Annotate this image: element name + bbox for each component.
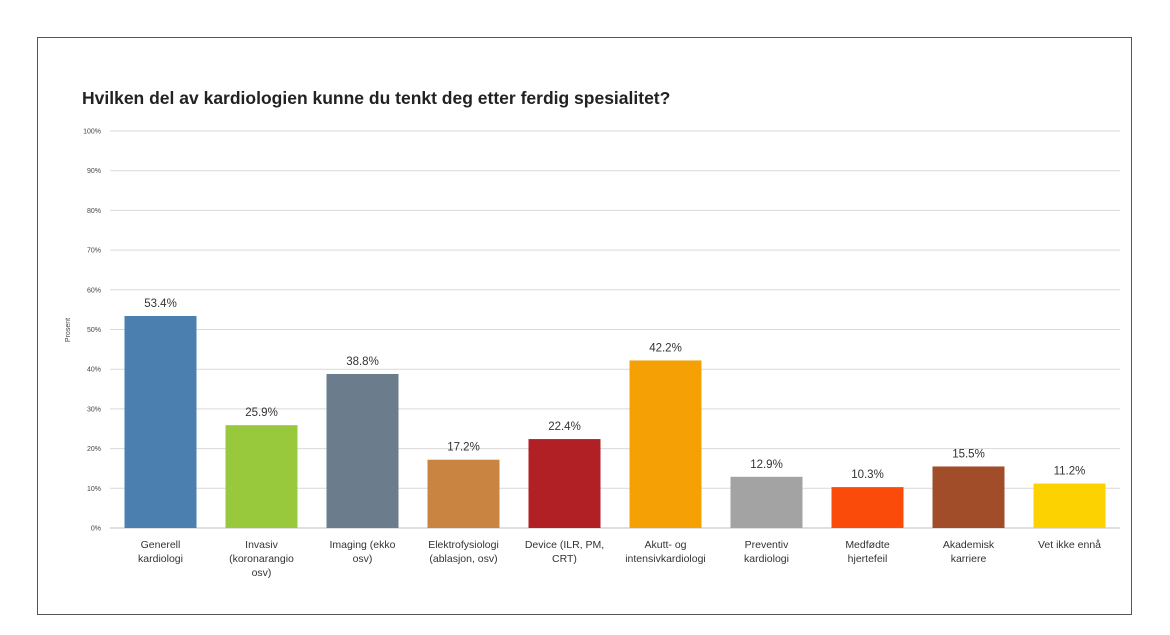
data-label: 15.5% — [952, 448, 985, 460]
bar — [528, 439, 601, 528]
chart-title: Hvilken del av kardiologien kunne du ten… — [82, 88, 671, 108]
y-axis-label: Prosent — [65, 318, 72, 342]
y-tick-label: 50% — [87, 327, 101, 334]
x-tick-label: Device (ILR, PM, CRT) — [525, 539, 604, 565]
x-tick-label: Preventiv kardiologi — [744, 539, 789, 565]
x-tick-label: Akademisk karriere — [943, 539, 995, 565]
data-label: 42.2% — [649, 342, 682, 354]
x-tick-label: Elektrofysiologi (ablasjon, osv) — [428, 539, 499, 565]
bar — [932, 466, 1005, 528]
bar — [124, 316, 197, 528]
y-tick-label: 100% — [83, 129, 101, 136]
bar — [629, 360, 702, 528]
y-tick-label: 40% — [87, 367, 101, 374]
data-label: 11.2% — [1054, 466, 1086, 478]
bar — [225, 425, 298, 528]
x-tick-label: Imaging (ekko osv) — [330, 539, 396, 565]
data-label: 12.9% — [750, 459, 783, 471]
bar — [1033, 483, 1106, 528]
data-label: 17.2% — [447, 442, 480, 454]
y-tick-label: 90% — [87, 168, 101, 175]
data-label: 22.4% — [548, 421, 581, 433]
y-tick-label: 30% — [87, 406, 101, 413]
bar — [831, 487, 904, 528]
bar — [326, 373, 399, 528]
x-tick-label: Akutt- og intensivkardiologi — [625, 539, 706, 565]
bar — [730, 476, 803, 528]
data-label: 53.4% — [144, 298, 177, 310]
data-label: 38.8% — [346, 356, 379, 368]
y-tick-label: 10% — [87, 486, 101, 493]
x-tick-label: Generell kardiologi — [138, 539, 183, 565]
x-tick-label: Medfødte hjertefeil — [845, 539, 890, 565]
y-tick-label: 80% — [87, 208, 101, 215]
bar — [427, 459, 500, 528]
y-tick-label: 0% — [91, 526, 101, 533]
y-tick-label: 70% — [87, 248, 101, 255]
y-tick-label: 60% — [87, 287, 101, 294]
x-tick-label: Invasiv (koronarangio osv) — [229, 539, 294, 579]
data-label: 25.9% — [245, 407, 278, 419]
y-tick-label: 20% — [87, 446, 101, 453]
data-label: 10.3% — [851, 469, 884, 481]
x-tick-label: Vet ikke ennå — [1038, 539, 1101, 551]
